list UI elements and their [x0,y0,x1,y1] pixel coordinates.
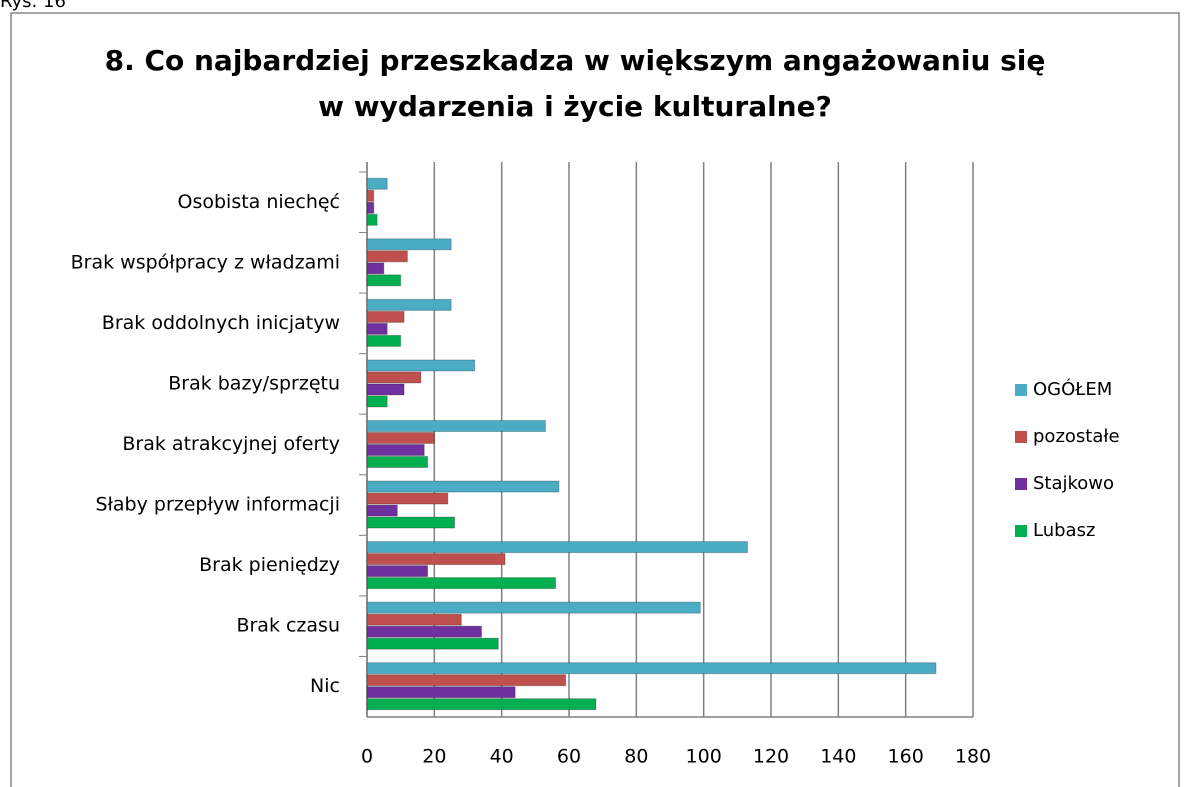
y-tick-label: Brak czasu [236,615,340,637]
bar [366,250,408,263]
bar [366,334,402,347]
bar [366,577,557,590]
bar [366,480,560,493]
y-tick-label: Brak pieniędzy [199,554,340,576]
bar [366,322,388,335]
bar [366,262,385,275]
x-tick-label: 80 [624,746,648,768]
x-tick-label: 60 [557,746,581,768]
x-tick-label: 40 [490,746,514,768]
bar [366,444,425,456]
x-tick-label: 120 [753,746,789,768]
chart-subtitle: w wydarzenia i życie kulturalne? [318,90,832,123]
bar [366,359,476,372]
bar [366,625,482,638]
bar [366,565,429,578]
bar [366,310,405,323]
y-tick-label: Brak współpracy z władzami [71,251,340,273]
bar [366,213,378,226]
y-tick-label: Osobista niechęć [178,191,340,213]
x-tick-label: 140 [820,746,856,768]
bar [366,177,388,190]
bar [366,456,429,468]
bar [366,613,462,626]
bar [366,674,567,687]
x-tick-label: 0 [361,746,373,768]
x-tick-label: 160 [888,746,924,768]
legend-swatch [1015,431,1027,443]
x-tick-label: 180 [955,746,991,768]
bar [366,504,398,517]
bar [366,601,701,614]
bar [366,274,402,287]
y-tick-label: Nic [310,675,340,697]
chart-frame [10,12,1180,787]
x-tick-label: 100 [686,746,722,768]
y-tick-label: Brak atrakcyjnej oferty [122,433,340,455]
bar [366,698,597,711]
bar [366,189,375,202]
bar [366,383,405,396]
legend-label: Lubasz [1033,520,1095,541]
legend-swatch [1015,478,1027,490]
bar [366,201,375,214]
x-tick-label: 20 [422,746,446,768]
bar [366,686,516,699]
bar [366,662,937,675]
bar [366,492,449,505]
bar [366,516,456,529]
legend-label: pozostałe [1033,426,1120,447]
legend-swatch [1015,525,1027,537]
legend-label: Stajkowo [1033,473,1114,494]
y-tick-label: Brak oddolnych inicjatyw [102,312,340,334]
legend-label: OGÓŁEM [1033,378,1112,400]
bar [366,420,546,432]
y-tick-label: Słaby przepływ informacji [95,494,340,516]
y-tick-label: Brak bazy/sprzętu [168,372,340,394]
bar [366,553,506,566]
bar [366,541,748,554]
chart-title: 8. Co najbardziej przeszkadza w większym… [105,44,1046,77]
bar [366,395,388,408]
bar [366,432,435,444]
legend-swatch [1015,384,1027,396]
bar [366,298,452,311]
bar [366,637,499,650]
bar [366,238,452,251]
caption: Rys. 16 [0,0,66,12]
bar [366,371,422,384]
